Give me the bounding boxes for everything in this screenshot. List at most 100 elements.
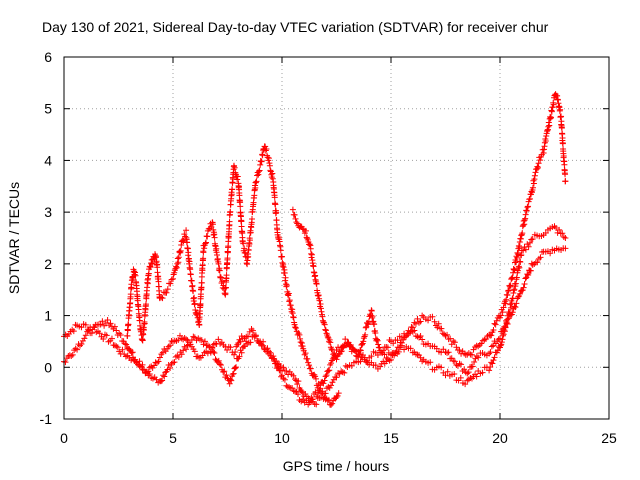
data-point — [383, 354, 390, 361]
data-point — [417, 333, 424, 340]
data-point — [117, 331, 124, 338]
data-point — [425, 317, 432, 324]
data-point — [516, 290, 523, 297]
data-point — [393, 347, 400, 354]
data-point — [255, 171, 262, 178]
data-point — [490, 326, 497, 333]
data-point — [509, 295, 516, 302]
data-point — [260, 338, 267, 345]
data-point — [442, 372, 449, 379]
data-point — [359, 352, 366, 359]
data-point — [347, 341, 354, 348]
data-point — [559, 230, 566, 237]
data-point — [210, 348, 217, 355]
data-point — [526, 195, 533, 202]
data-point — [203, 239, 210, 246]
data-point — [280, 264, 287, 271]
data-point — [96, 330, 103, 337]
chart-title: Day 130 of 2021, Sidereal Day-to-day VTE… — [42, 19, 549, 35]
data-point — [272, 201, 279, 208]
data-point — [220, 368, 227, 375]
data-point — [158, 378, 165, 385]
data-point — [360, 338, 367, 345]
data-point — [248, 216, 255, 223]
data-point — [247, 229, 254, 236]
data-point — [322, 373, 329, 380]
data-point — [290, 372, 297, 379]
data-point — [227, 344, 234, 351]
data-point — [489, 360, 496, 367]
data-point — [396, 344, 403, 351]
data-point — [328, 360, 335, 367]
data-point — [88, 330, 95, 337]
data-point — [507, 282, 514, 289]
data-point — [325, 367, 332, 374]
data-point — [297, 339, 304, 346]
data-point — [78, 340, 85, 347]
data-point — [471, 358, 478, 365]
data-point — [447, 335, 454, 342]
data-point — [482, 336, 489, 343]
data-point — [513, 254, 520, 261]
data-point — [264, 154, 271, 161]
data-point — [200, 341, 207, 348]
data-point — [187, 341, 194, 348]
data-point — [168, 276, 175, 283]
data-point — [273, 209, 280, 216]
data-point — [97, 321, 104, 328]
data-point — [562, 235, 569, 241]
data-point — [522, 275, 529, 282]
data-point — [417, 354, 424, 361]
data-point — [448, 341, 455, 348]
y-tick-label: 0 — [44, 359, 52, 375]
data-point — [303, 234, 310, 241]
y-axis-label: SDTVAR / TECUs — [6, 182, 22, 294]
data-point — [505, 287, 512, 294]
data-point — [128, 349, 135, 356]
data-point — [362, 331, 369, 338]
data-point — [175, 259, 182, 266]
data-point — [438, 325, 445, 332]
data-point — [344, 340, 351, 347]
data-markers — [61, 91, 569, 408]
data-point — [175, 354, 182, 361]
data-point — [522, 246, 529, 253]
data-point — [384, 344, 391, 351]
data-point — [497, 342, 504, 349]
data-point — [133, 359, 140, 366]
data-point — [111, 323, 118, 330]
data-point — [548, 114, 555, 121]
data-point — [174, 352, 181, 359]
data-point — [271, 356, 278, 363]
data-point — [293, 219, 300, 226]
data-point — [191, 294, 198, 301]
data-point — [240, 240, 247, 247]
data-point — [557, 106, 564, 113]
data-point — [215, 260, 222, 267]
data-point — [303, 397, 310, 404]
data-point — [204, 233, 211, 240]
data-point — [84, 328, 91, 335]
data-point — [416, 352, 423, 359]
data-point — [542, 230, 549, 237]
data-point — [148, 259, 155, 266]
data-point — [237, 338, 244, 345]
data-point — [219, 278, 226, 285]
data-point — [560, 234, 567, 241]
data-point — [159, 295, 166, 302]
data-point — [525, 271, 532, 278]
y-tick-label: 5 — [44, 101, 52, 117]
data-point — [500, 304, 507, 311]
data-point — [128, 284, 135, 291]
data-point — [414, 315, 421, 322]
data-point — [129, 349, 136, 356]
x-tick-label: 0 — [60, 430, 68, 446]
data-point — [328, 382, 335, 389]
data-point — [307, 245, 314, 252]
data-point — [451, 339, 458, 346]
data-point — [229, 186, 236, 193]
data-point — [298, 340, 305, 347]
data-point — [234, 173, 241, 180]
data-point — [265, 348, 272, 355]
data-point — [416, 319, 423, 326]
